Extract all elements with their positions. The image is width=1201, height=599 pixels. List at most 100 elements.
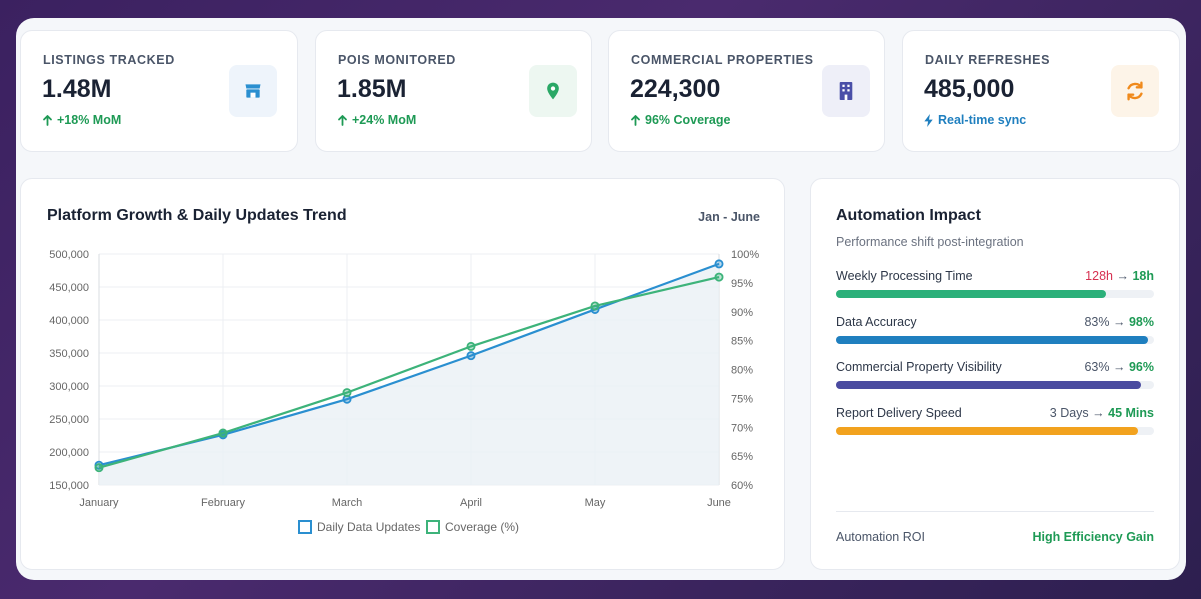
series-line [98, 276, 720, 469]
arrow-up-icon [42, 114, 53, 126]
y-left-tick-label: 150,000 [49, 480, 89, 492]
y-left-tick-label: 300,000 [49, 381, 89, 393]
metric-label: Weekly Processing Time [836, 269, 973, 283]
divider [836, 511, 1154, 512]
data-point [218, 428, 228, 438]
impact-metric: Report Delivery Speed 3 Days → 45 Mins [836, 406, 1154, 435]
x-tick-label: April [460, 497, 482, 509]
stat-label: COMMERCIAL PROPERTIES [631, 53, 814, 67]
y-right-tick-label: 90% [731, 307, 753, 319]
y-left-tick-label: 450,000 [49, 282, 89, 294]
stat-label: POIS MONITORED [338, 53, 456, 67]
y-right-tick-label: 80% [731, 365, 753, 377]
stat-value: 224,300 [630, 75, 721, 103]
progress-track [836, 290, 1154, 298]
legend-label: Daily Data Updates [317, 520, 420, 534]
stat-change-text: 96% Coverage [645, 113, 731, 127]
growth-line-chart: 500,000 450,000 400,000 350,000 300,000 250,0… [49, 249, 759, 534]
y-right-tick-label: 95% [731, 278, 753, 290]
progress-track [836, 427, 1154, 435]
metric-after: 18h [1132, 269, 1154, 283]
store-icon [229, 65, 277, 117]
bolt-icon [924, 113, 934, 127]
x-tick-label: March [332, 497, 363, 509]
progress-track [836, 381, 1154, 389]
refresh-icon [1111, 65, 1159, 117]
data-point [94, 463, 104, 473]
y-right-tick-label: 85% [731, 336, 753, 348]
metric-before: 63% [1084, 360, 1110, 374]
y-left-tick-label: 200,000 [49, 447, 89, 459]
data-point [590, 301, 600, 311]
x-tick-label: May [585, 497, 606, 509]
stat-value: 1.48M [42, 75, 112, 103]
metric-after: 45 Mins [1108, 406, 1154, 420]
metric-change: 83% → 98% [1084, 315, 1154, 329]
y-right-tick-label: 60% [731, 480, 753, 492]
roi-value: High Efficiency Gain [1032, 530, 1154, 544]
stat-label: DAILY REFRESHES [925, 53, 1051, 67]
impact-subtitle: Performance shift post-integration [836, 235, 1024, 249]
stat-change: Real-time sync [924, 113, 1026, 127]
impact-metric: Data Accuracy 83% → 98% [836, 315, 1154, 344]
metric-after: 96% [1128, 360, 1154, 374]
growth-chart-card: Platform Growth & Daily Updates Trend Ja… [20, 178, 785, 570]
progress-fill [836, 427, 1139, 435]
metric-before: 3 Days [1049, 406, 1089, 420]
progress-fill [836, 381, 1142, 389]
metric-before: 83% [1084, 315, 1110, 329]
x-tick-label: February [201, 497, 246, 509]
data-point [466, 351, 476, 361]
arrow-right-icon: → [1112, 360, 1126, 374]
metric-before: 128h [1085, 269, 1113, 283]
stat-card: DAILY REFRESHES 485,000 Real-time sync [902, 30, 1180, 152]
stat-card: COMMERCIAL PROPERTIES 224,300 96% Covera… [608, 30, 885, 152]
legend-swatch [426, 520, 440, 534]
arrow-up-icon [630, 114, 641, 126]
metric-after: 98% [1128, 315, 1154, 329]
stat-value: 485,000 [924, 75, 1015, 103]
date-range-label[interactable]: Jan - June [698, 210, 760, 224]
data-point [466, 341, 476, 351]
stat-change: 96% Coverage [630, 113, 730, 127]
arrow-right-icon: → [1092, 406, 1105, 420]
legend-swatch [298, 520, 312, 534]
impact-title: Automation Impact [836, 207, 981, 224]
building-icon [822, 65, 870, 117]
y-left-tick-label: 350,000 [49, 348, 89, 360]
metric-label: Commercial Property Visibility [836, 360, 1002, 374]
arrow-right-icon: → [1112, 315, 1126, 329]
arrow-right-icon: → [1116, 269, 1129, 283]
x-tick-label: June [707, 497, 731, 509]
stat-change: +18% MoM [42, 113, 121, 127]
progress-fill [836, 336, 1148, 344]
data-point [714, 272, 724, 282]
stat-card: LISTINGS TRACKED 1.48M +18% MoM [20, 30, 298, 152]
y-right-tick-label: 65% [731, 451, 753, 463]
data-point [342, 388, 352, 398]
metric-label: Report Delivery Speed [836, 406, 962, 420]
y-left-tick-label: 500,000 [49, 249, 89, 261]
stat-value: 1.85M [337, 75, 407, 103]
y-right-tick-label: 100% [731, 249, 759, 261]
chart-title: Platform Growth & Daily Updates Trend [47, 207, 347, 224]
stat-change-text: Real-time sync [938, 113, 1027, 127]
map-pin-icon [529, 65, 577, 117]
stat-change: +24% MoM [337, 113, 416, 127]
stat-change-text: +18% MoM [57, 113, 122, 127]
stat-label: LISTINGS TRACKED [43, 53, 175, 67]
x-tick-label: January [79, 497, 119, 509]
stat-card: POIS MONITORED 1.85M +24% MoM [315, 30, 592, 152]
metric-change: 3 Days → 45 Mins [1050, 406, 1154, 420]
roi-label: Automation ROI [836, 530, 925, 544]
metric-change: 63% → 96% [1084, 360, 1154, 374]
impact-metric: Weekly Processing Time 128h → 18h [836, 269, 1154, 298]
dashboard-panel: LISTINGS TRACKED 1.48M +18% MoM POIS MON… [16, 18, 1186, 580]
progress-fill [836, 290, 1107, 298]
y-right-tick-label: 75% [731, 393, 753, 405]
y-left-tick-label: 250,000 [49, 414, 89, 426]
metric-change: 128h → 18h [1085, 269, 1154, 283]
legend-label: Coverage (%) [445, 520, 519, 534]
data-point [714, 259, 724, 269]
y-right-tick-label: 70% [731, 422, 753, 434]
